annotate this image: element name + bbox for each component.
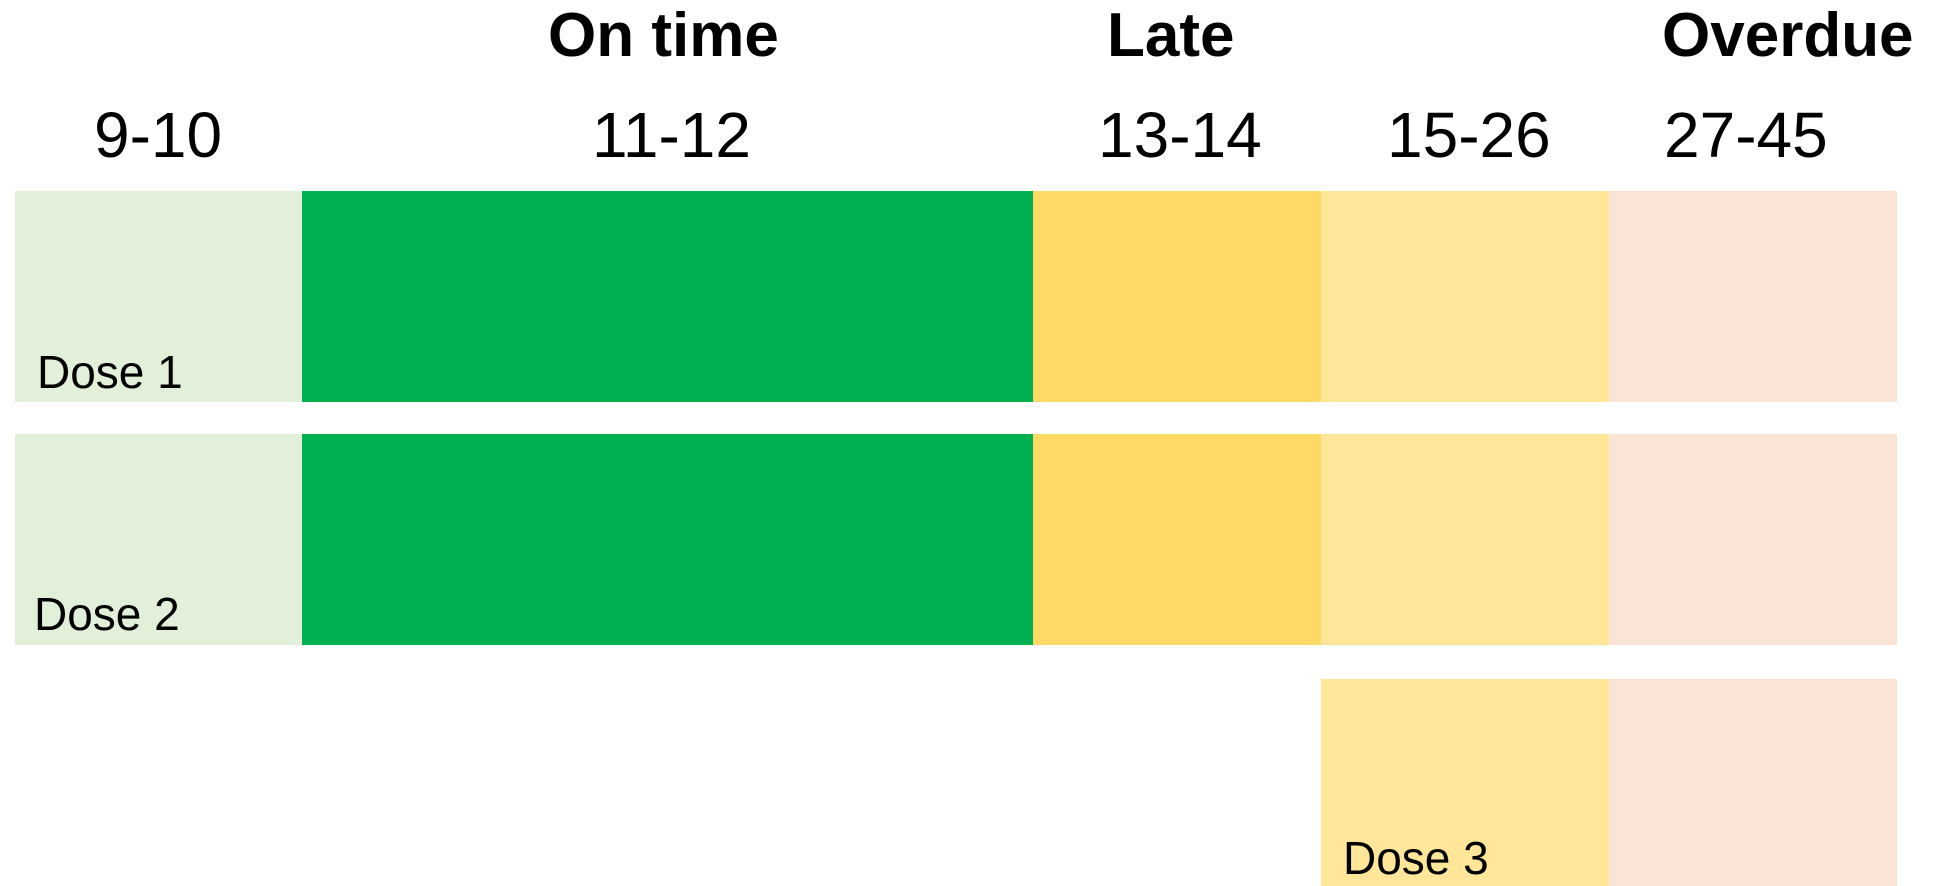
range-label-11-12: 11-12 — [592, 99, 751, 171]
dose-2-segment-late — [1033, 434, 1321, 645]
dose-1-label: Dose 1 — [37, 346, 183, 398]
status-label-overdue: Overdue — [1662, 1, 1914, 70]
status-label-late: Late — [1107, 1, 1235, 70]
range-label-15-26: 15-26 — [1387, 99, 1551, 171]
dose-3-segment-late-light — [1321, 679, 1609, 886]
dose-1-segment-late — [1033, 191, 1321, 402]
range-label-27-45: 27-45 — [1664, 99, 1828, 171]
dose-2-segment-late-light — [1321, 434, 1609, 645]
dose-2-segment-early — [15, 434, 302, 645]
range-label-13-14: 13-14 — [1098, 99, 1262, 171]
dose-1-segment-early — [15, 191, 302, 402]
dose-1-segment-late-light — [1321, 191, 1609, 402]
range-label-9-10: 9-10 — [94, 99, 223, 171]
dose-1-segment-overdue — [1609, 191, 1897, 402]
status-label-on-time: On time — [548, 1, 779, 70]
dose-3-segment-overdue — [1609, 679, 1897, 886]
dose-2-segment-overdue — [1609, 434, 1897, 645]
dose-3-label: Dose 3 — [1343, 832, 1489, 884]
dose-2-label: Dose 2 — [34, 588, 180, 640]
dose-2-segment-on-time — [302, 434, 1033, 645]
dose-1-segment-on-time — [302, 191, 1033, 402]
